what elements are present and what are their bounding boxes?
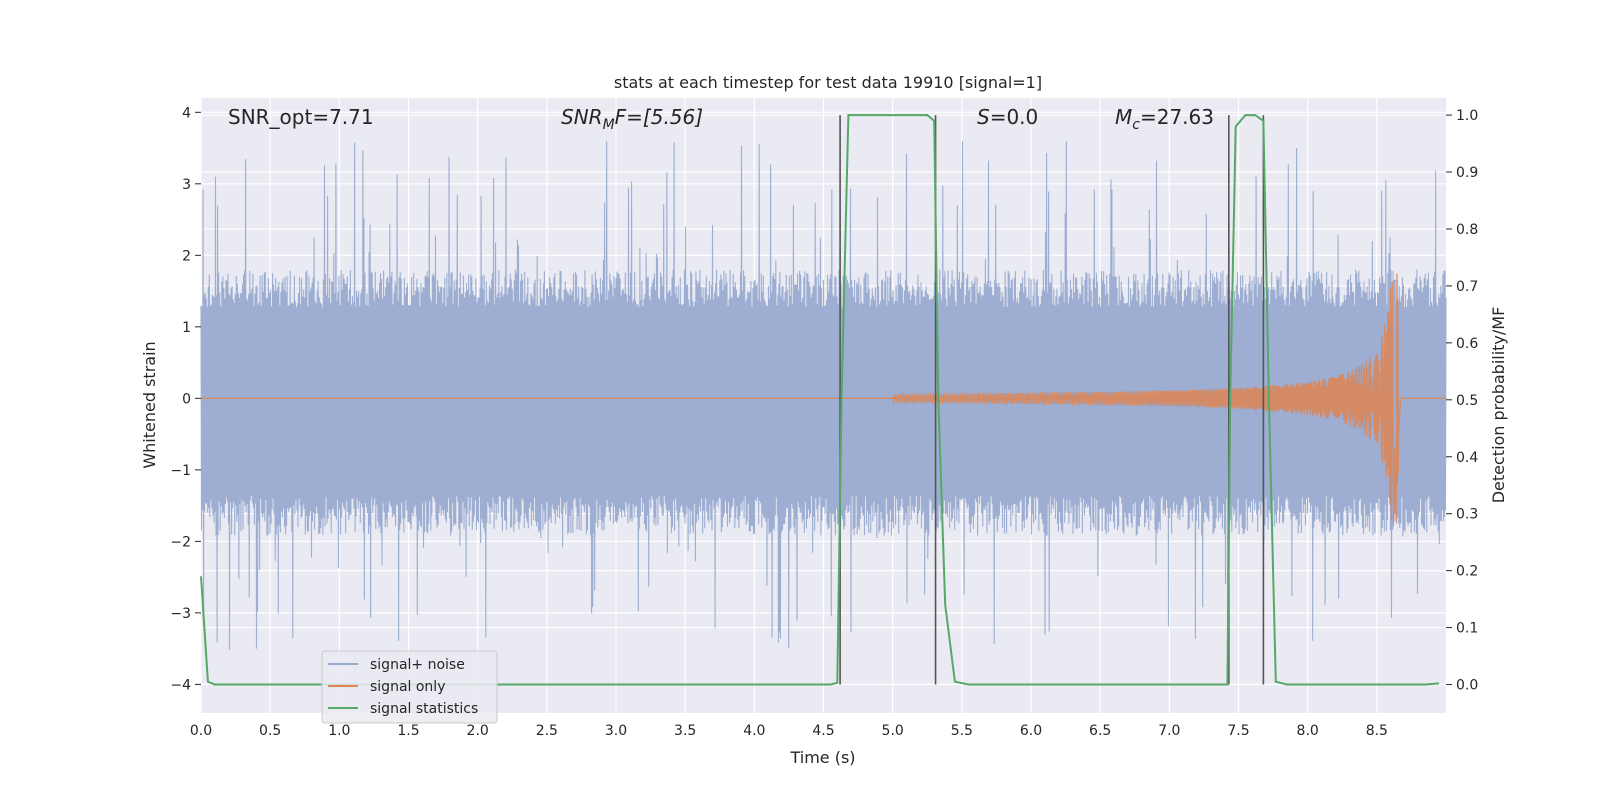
- y-left-tick-label: −3: [170, 606, 191, 622]
- y-left-tick-label: −4: [170, 677, 191, 693]
- x-tick-label: 5.5: [951, 723, 973, 739]
- annotation-s: S=0.0: [977, 105, 1038, 129]
- x-axis-label: Time (s): [789, 748, 855, 767]
- signal-statistics-line: [200, 114, 1440, 686]
- y-left-tick-label: 1: [182, 320, 191, 336]
- x-tick-label: 2.0: [467, 723, 489, 739]
- x-tick-label: 4.0: [743, 723, 765, 739]
- chart-title: stats at each timestep for test data 199…: [614, 73, 1042, 92]
- y-right-tick-label: 0.3: [1456, 507, 1478, 523]
- y-axis-right-label: Detection probability/MF: [1489, 307, 1508, 504]
- y-right-tick-label: 0.4: [1456, 450, 1478, 466]
- y-right-tick-label: 0.9: [1456, 165, 1478, 181]
- y-right-tick-label: 0.0: [1456, 678, 1478, 694]
- x-axis: 0.0 0.5 1.0 1.5 2.0 2.5 3.0 3.5 4.0 4.5 5.0 5.5 6.0 6…: [190, 723, 1388, 739]
- signal-statistics-series: [200, 114, 1440, 686]
- x-tick-label: 8.5: [1366, 723, 1388, 739]
- annotation-snr-mf: SNRMF=[5.56]: [561, 105, 703, 133]
- x-tick-label: 4.5: [812, 723, 834, 739]
- y-axis-right: 0.0 0.1 0.2 0.3 0.4 0.5 0.6 0.7 0.8 0.9 1.0: [1446, 108, 1478, 694]
- y-left-tick-label: 3: [182, 177, 191, 193]
- y-right-tick-label: 1.0: [1456, 108, 1478, 124]
- x-tick-label: 3.5: [674, 723, 696, 739]
- x-tick-label: 2.5: [536, 723, 558, 739]
- y-right-tick-label: 0.1: [1456, 621, 1478, 637]
- x-tick-label: 3.0: [605, 723, 627, 739]
- legend-label-noise: signal+ noise: [370, 657, 465, 673]
- x-tick-label: 6.0: [1020, 723, 1042, 739]
- signal-noise-line: [200, 141, 1447, 650]
- annotation-mc: Mc=27.63: [1115, 105, 1214, 133]
- y-right-tick-label: 0.8: [1456, 222, 1478, 238]
- x-tick-label: 6.5: [1089, 723, 1111, 739]
- y-left-tick-label: 4: [182, 105, 191, 121]
- y-axis-left: −4 −3 −2 −1 0 1 2 3 4: [170, 105, 201, 693]
- legend: signal+ noise signal only signal statist…: [321, 650, 498, 724]
- signal-noise-series: [200, 141, 1447, 650]
- legend-label-signal: signal only: [370, 679, 445, 695]
- y-right-tick-label: 0.5: [1456, 393, 1478, 409]
- x-tick-label: 7.5: [1227, 723, 1249, 739]
- legend-box: [321, 650, 498, 724]
- annotation-snr-opt: SNR_opt=7.71: [228, 105, 374, 129]
- y-left-tick-label: −1: [170, 463, 191, 479]
- y-right-tick-label: 0.7: [1456, 279, 1478, 295]
- x-tick-label: 7.0: [1158, 723, 1180, 739]
- y-right-tick-label: 0.2: [1456, 564, 1478, 580]
- signal-only-line: [201, 273, 1446, 522]
- x-tick-label: 0.0: [190, 723, 212, 739]
- x-tick-label: 0.5: [259, 723, 281, 739]
- x-tick-label: 5.0: [882, 723, 904, 739]
- y-left-tick-label: 0: [182, 391, 191, 407]
- y-left-tick-label: 2: [182, 248, 191, 264]
- y-left-tick-label: −2: [170, 534, 191, 550]
- y-right-tick-label: 0.6: [1456, 336, 1478, 352]
- x-tick-label: 1.5: [397, 723, 419, 739]
- legend-label-stat: signal statistics: [370, 701, 478, 717]
- x-tick-label: 8.0: [1297, 723, 1319, 739]
- signal-only-series: [201, 273, 1446, 522]
- x-tick-label: 1.0: [328, 723, 350, 739]
- annotations: SNR_opt=7.71 SNRMF=[5.56] S=0.0 Mc=27.63: [228, 105, 1214, 133]
- y-axis-left-label: Whitened strain: [140, 341, 159, 468]
